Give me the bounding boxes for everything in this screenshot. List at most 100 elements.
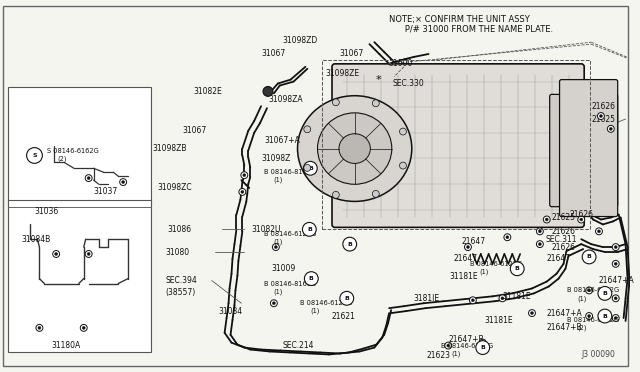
- Circle shape: [275, 246, 277, 248]
- Circle shape: [612, 260, 619, 267]
- FancyBboxPatch shape: [559, 80, 618, 217]
- Text: 21626: 21626: [591, 102, 615, 111]
- Text: S: S: [32, 153, 36, 158]
- Text: 31098ZC: 31098ZC: [157, 183, 192, 192]
- Text: 31080: 31080: [166, 247, 189, 257]
- Text: 21623: 21623: [427, 351, 451, 360]
- Circle shape: [85, 175, 92, 182]
- Circle shape: [598, 113, 604, 119]
- Text: 31098ZE: 31098ZE: [325, 69, 359, 78]
- Circle shape: [27, 148, 42, 163]
- Circle shape: [120, 179, 127, 186]
- Circle shape: [305, 272, 318, 285]
- Circle shape: [614, 246, 617, 248]
- Text: S 08146-6162G: S 08146-6162G: [47, 148, 99, 154]
- Circle shape: [372, 190, 380, 197]
- Text: (1): (1): [274, 177, 284, 183]
- Text: B: B: [480, 345, 485, 350]
- Circle shape: [609, 127, 612, 130]
- Circle shape: [612, 244, 619, 250]
- Circle shape: [612, 295, 619, 302]
- Circle shape: [476, 341, 490, 355]
- Circle shape: [531, 312, 534, 315]
- Circle shape: [614, 262, 617, 265]
- Text: 31036: 31036: [35, 207, 59, 216]
- Circle shape: [538, 230, 541, 233]
- Circle shape: [510, 262, 524, 276]
- Ellipse shape: [298, 96, 412, 201]
- Circle shape: [479, 339, 486, 346]
- Text: B: B: [307, 227, 312, 232]
- Circle shape: [578, 216, 585, 223]
- Circle shape: [399, 128, 406, 135]
- Text: J3 00090: J3 00090: [582, 350, 616, 359]
- Circle shape: [399, 162, 406, 169]
- Text: B: B: [515, 266, 520, 271]
- Circle shape: [332, 191, 339, 198]
- Bar: [322, 60, 590, 230]
- Text: B: B: [348, 242, 352, 247]
- Text: 31067: 31067: [340, 49, 364, 58]
- Circle shape: [595, 228, 602, 235]
- Text: (1): (1): [451, 350, 461, 357]
- Text: 31009: 31009: [271, 264, 295, 273]
- Text: (1): (1): [480, 269, 489, 275]
- Text: 31084B: 31084B: [22, 235, 51, 244]
- Circle shape: [80, 324, 87, 331]
- Text: 31084: 31084: [219, 307, 243, 315]
- Text: 31098ZD: 31098ZD: [283, 36, 318, 45]
- Text: 31098Z: 31098Z: [261, 154, 291, 163]
- FancyBboxPatch shape: [550, 94, 618, 207]
- Text: 21647+A: 21647+A: [599, 276, 635, 285]
- Text: B 08146-8161G: B 08146-8161G: [264, 280, 316, 286]
- FancyBboxPatch shape: [332, 64, 584, 227]
- Circle shape: [536, 228, 543, 235]
- Circle shape: [447, 344, 450, 347]
- Text: 31000: 31000: [388, 60, 412, 68]
- Circle shape: [239, 189, 246, 195]
- Circle shape: [469, 297, 476, 304]
- Text: 21647: 21647: [461, 237, 485, 246]
- Circle shape: [445, 342, 452, 349]
- Text: B: B: [602, 314, 607, 318]
- Text: 31181E: 31181E: [502, 292, 531, 301]
- Text: NOTE;× CONFIRM THE UNIT ASSY: NOTE;× CONFIRM THE UNIT ASSY: [389, 15, 530, 23]
- Text: P/# 31000 FROM THE NAME PLATE.: P/# 31000 FROM THE NAME PLATE.: [389, 25, 553, 33]
- Circle shape: [598, 230, 600, 233]
- Circle shape: [85, 250, 92, 257]
- Text: B 08146-6122G: B 08146-6122G: [442, 343, 493, 349]
- Text: 21647: 21647: [453, 254, 477, 263]
- Text: 21625: 21625: [552, 213, 575, 222]
- Circle shape: [614, 317, 617, 320]
- Text: 31067: 31067: [261, 49, 285, 58]
- Circle shape: [122, 180, 125, 183]
- Circle shape: [529, 310, 536, 317]
- Circle shape: [612, 315, 619, 321]
- Text: (2): (2): [57, 155, 67, 162]
- Circle shape: [465, 244, 472, 250]
- Text: 21647+B: 21647+B: [448, 335, 484, 344]
- Circle shape: [273, 302, 275, 305]
- Text: B 08146-8161G: B 08146-8161G: [264, 169, 316, 175]
- Text: (2): (2): [577, 325, 587, 331]
- Text: 21626: 21626: [552, 227, 575, 236]
- Text: (1): (1): [310, 308, 320, 314]
- Circle shape: [586, 312, 593, 320]
- Circle shape: [600, 115, 602, 118]
- Text: 21647+A: 21647+A: [547, 309, 582, 318]
- Circle shape: [472, 299, 474, 302]
- Circle shape: [243, 174, 246, 177]
- Text: 3181IE: 3181IE: [413, 294, 440, 303]
- Circle shape: [598, 309, 612, 323]
- Circle shape: [263, 87, 273, 96]
- Text: 21647: 21647: [547, 254, 571, 263]
- Circle shape: [588, 315, 591, 318]
- Circle shape: [304, 164, 310, 171]
- Text: 31098ZB: 31098ZB: [153, 144, 187, 153]
- Circle shape: [38, 326, 41, 329]
- Circle shape: [506, 236, 509, 239]
- Text: 21621: 21621: [331, 311, 355, 321]
- Circle shape: [481, 341, 484, 344]
- Text: 31037: 31037: [93, 187, 118, 196]
- Circle shape: [52, 250, 60, 257]
